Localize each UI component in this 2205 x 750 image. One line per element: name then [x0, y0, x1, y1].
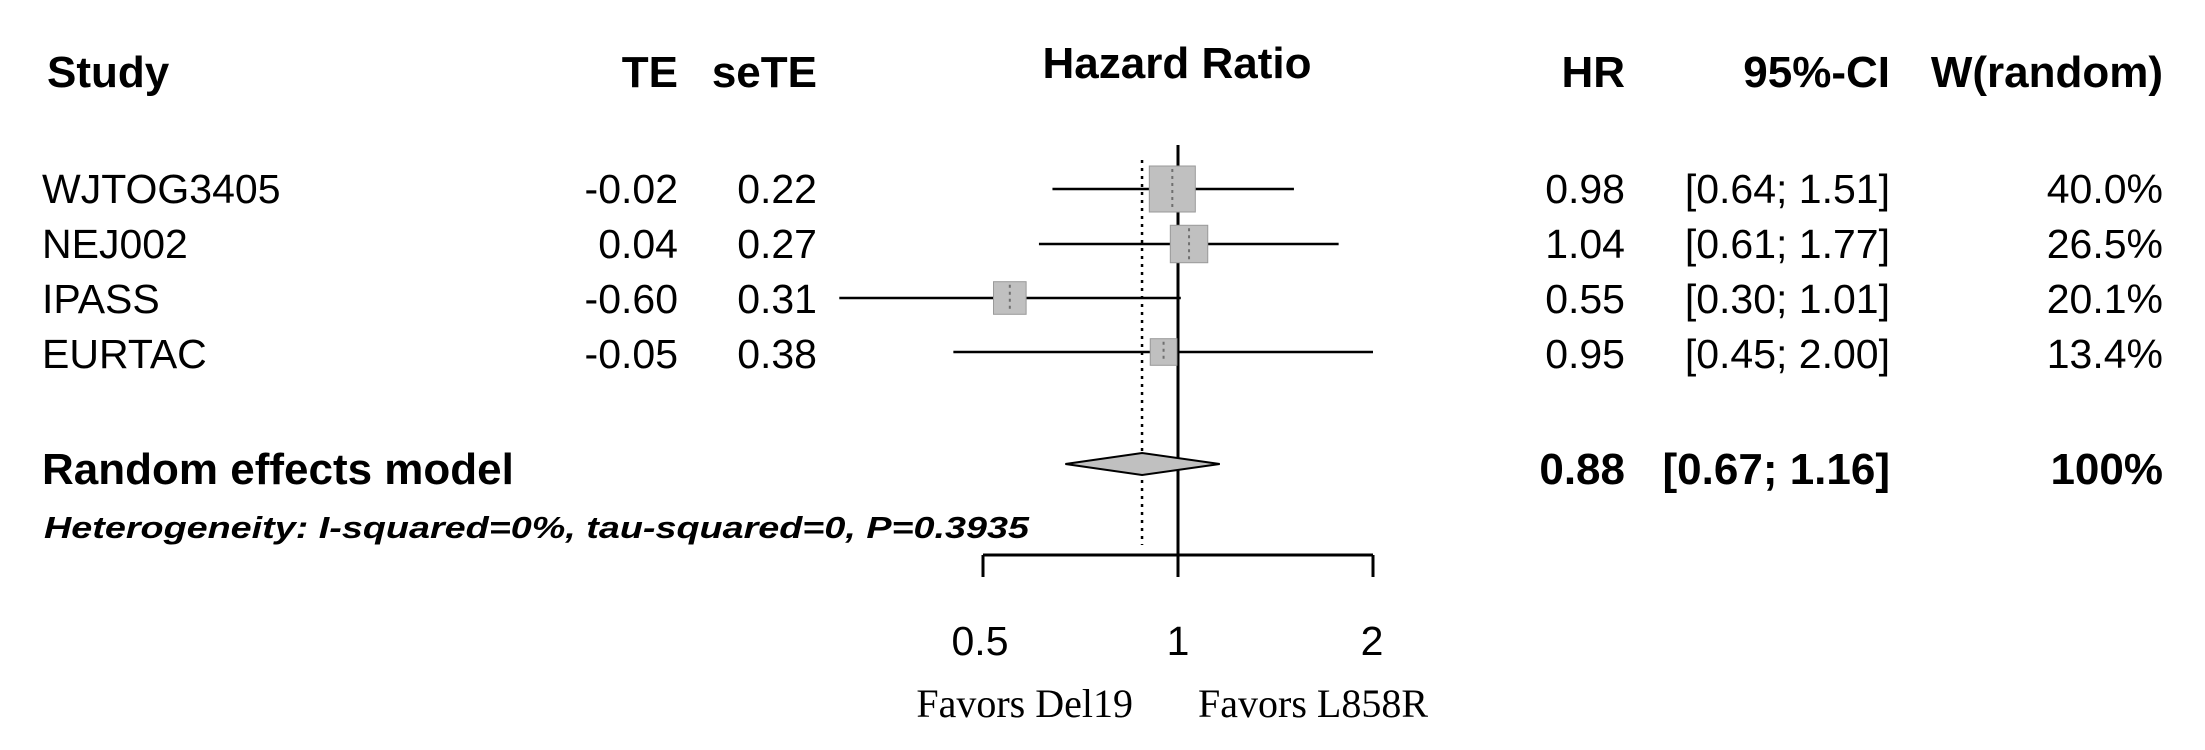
- header-study: Study: [47, 48, 170, 97]
- study-name: EURTAC: [42, 331, 207, 377]
- study-hr: 0.95: [1545, 331, 1625, 377]
- study-ci: [0.64; 1.51]: [1685, 166, 1890, 212]
- study-box: [993, 281, 1027, 315]
- favors-left-label: Favors Del19: [916, 681, 1133, 726]
- study-te: -0.60: [585, 276, 678, 322]
- study-sete: 0.31: [737, 276, 817, 322]
- study-hr: 1.04: [1545, 221, 1625, 267]
- study-ci: [0.45; 2.00]: [1685, 331, 1890, 377]
- study-weight: 40.0%: [2047, 166, 2163, 212]
- x-tick-label: 1: [1167, 618, 1190, 664]
- study-ci: [0.30; 1.01]: [1685, 276, 1890, 322]
- heterogeneity-note: Heterogeneity: I-squared=0%, tau-squared…: [44, 510, 1030, 545]
- study-name: IPASS: [42, 276, 160, 322]
- study-weight: 13.4%: [2047, 331, 2163, 377]
- x-tick-label: 2: [1361, 618, 1384, 664]
- study-sete: 0.38: [737, 331, 817, 377]
- study-te: 0.04: [598, 221, 678, 267]
- study-sete: 0.27: [737, 221, 817, 267]
- study-te: -0.02: [585, 166, 678, 212]
- study-weight: 20.1%: [2047, 276, 2163, 322]
- x-tick-label: 0.5: [952, 618, 1009, 664]
- pooled-ci: [0.67; 1.16]: [1663, 445, 1890, 494]
- study-name: WJTOG3405: [42, 166, 281, 212]
- study-hr: 0.98: [1545, 166, 1625, 212]
- study-ci: [0.61; 1.77]: [1685, 221, 1890, 267]
- pooled-weight: 100%: [2050, 445, 2163, 494]
- pooled-diamond: [1065, 451, 1220, 477]
- favors-right-label: Favors L858R: [1198, 681, 1428, 726]
- header-weight: W(random): [1931, 48, 2163, 97]
- header-te: TE: [622, 48, 678, 97]
- pooled-hr: 0.88: [1539, 445, 1625, 494]
- study-te: -0.05: [585, 331, 678, 377]
- pooled-label: Random effects model: [42, 445, 514, 494]
- study-name: NEJ002: [42, 221, 188, 267]
- study-weight: 26.5%: [2047, 221, 2163, 267]
- header-ci: 95%-CI: [1743, 48, 1890, 97]
- study-sete: 0.22: [737, 166, 817, 212]
- header-hr: HR: [1561, 48, 1625, 97]
- study-hr: 0.55: [1545, 276, 1625, 322]
- header-sete: seTE: [712, 48, 817, 97]
- header-hazard-ratio: Hazard Ratio: [1043, 39, 1312, 88]
